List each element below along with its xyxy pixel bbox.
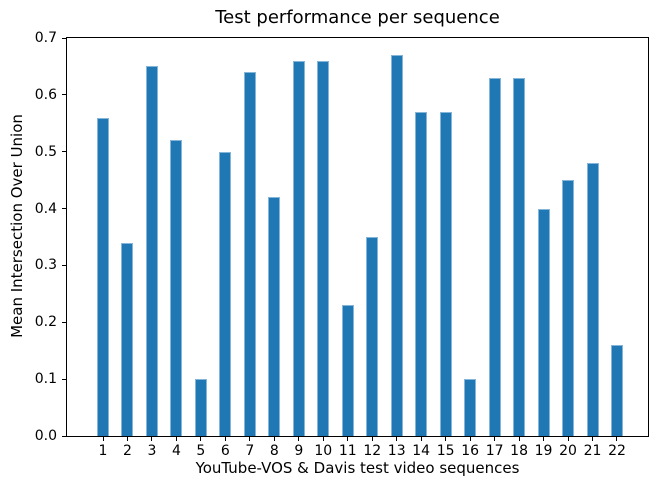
y-tick-mark xyxy=(62,378,66,380)
x-tick-label: 22 xyxy=(608,443,626,459)
x-tick-label: 1 xyxy=(98,443,108,459)
bar xyxy=(170,140,183,436)
x-tick-label: 11 xyxy=(338,443,357,459)
x-tick-mark xyxy=(445,437,447,441)
y-tick-mark xyxy=(62,264,66,266)
bar xyxy=(562,180,575,436)
x-tick-mark xyxy=(592,437,594,441)
y-tick-label: 0.0 xyxy=(34,428,57,444)
y-tick-label: 0.1 xyxy=(34,371,57,388)
bar xyxy=(366,237,379,436)
y-tick-label: 0.6 xyxy=(34,86,57,103)
x-tick-mark xyxy=(396,437,398,441)
x-tick-mark xyxy=(567,437,569,441)
x-tick-label: 8 xyxy=(269,443,279,459)
x-tick-mark xyxy=(494,437,496,441)
bar xyxy=(121,243,134,436)
bar xyxy=(513,78,526,436)
bar xyxy=(415,112,428,436)
bar xyxy=(464,379,477,436)
x-tick-label: 17 xyxy=(485,443,504,459)
bar xyxy=(439,112,452,436)
x-tick-label: 19 xyxy=(534,443,553,459)
x-tick-label: 12 xyxy=(363,443,382,459)
x-tick-label: 5 xyxy=(196,443,206,459)
x-tick-mark xyxy=(298,437,300,441)
x-tick-mark xyxy=(249,437,251,441)
x-tick-mark xyxy=(102,437,104,441)
y-tick-mark xyxy=(62,94,66,96)
x-tick-label: 21 xyxy=(583,443,602,459)
x-tick-mark xyxy=(347,437,349,441)
y-tick-label: 0.3 xyxy=(34,257,57,274)
x-tick-mark xyxy=(322,437,324,441)
bar xyxy=(292,61,305,436)
x-tick-label: 2 xyxy=(123,443,132,459)
bar xyxy=(586,163,599,436)
y-tick-label: 0.5 xyxy=(34,143,57,160)
x-tick-mark xyxy=(371,437,373,441)
bar xyxy=(243,72,256,436)
x-tick-mark xyxy=(126,437,128,441)
x-tick-mark xyxy=(616,437,618,441)
x-tick-mark xyxy=(469,437,471,441)
y-tick-label: 0.2 xyxy=(34,314,57,331)
y-tick-mark xyxy=(62,208,66,210)
bar xyxy=(488,78,501,436)
x-tick-mark xyxy=(543,437,545,441)
x-tick-label: 4 xyxy=(171,443,181,459)
x-tick-mark xyxy=(175,437,177,441)
plot-area xyxy=(66,37,649,437)
x-tick-label: 13 xyxy=(387,443,406,459)
x-tick-mark xyxy=(518,437,520,441)
x-tick-label: 9 xyxy=(294,443,304,459)
bar xyxy=(268,197,281,436)
bar xyxy=(341,305,354,436)
x-tick-mark xyxy=(151,437,153,441)
bar xyxy=(317,61,330,436)
y-tick-mark xyxy=(62,321,66,323)
x-tick-label: 3 xyxy=(147,443,157,459)
x-axis-label: YouTube-VOS & Davis test video sequences xyxy=(195,459,520,477)
bar xyxy=(97,118,109,436)
x-tick-mark xyxy=(420,437,422,441)
y-tick-label: 0.7 xyxy=(34,30,57,46)
chart-title: Test performance per sequence xyxy=(215,7,500,28)
bar xyxy=(145,66,158,436)
bar xyxy=(390,55,403,436)
x-tick-mark xyxy=(200,437,202,441)
x-tick-label: 6 xyxy=(220,443,230,459)
x-tick-label: 16 xyxy=(461,443,480,459)
x-tick-label: 15 xyxy=(436,443,455,459)
y-tick-mark xyxy=(62,37,66,39)
x-tick-label: 18 xyxy=(510,443,528,459)
bar xyxy=(610,345,623,436)
y-tick-mark xyxy=(62,435,66,437)
x-tick-label: 10 xyxy=(314,443,333,459)
x-tick-mark xyxy=(273,437,275,441)
x-tick-label: 7 xyxy=(245,443,255,459)
x-tick-mark xyxy=(224,437,226,441)
bar xyxy=(194,379,207,436)
x-tick-label: 14 xyxy=(412,443,431,459)
bar xyxy=(219,152,232,436)
bar xyxy=(537,209,550,436)
x-tick-label: 20 xyxy=(559,443,577,459)
y-tick-label: 0.4 xyxy=(34,200,57,217)
y-tick-mark xyxy=(62,151,66,153)
